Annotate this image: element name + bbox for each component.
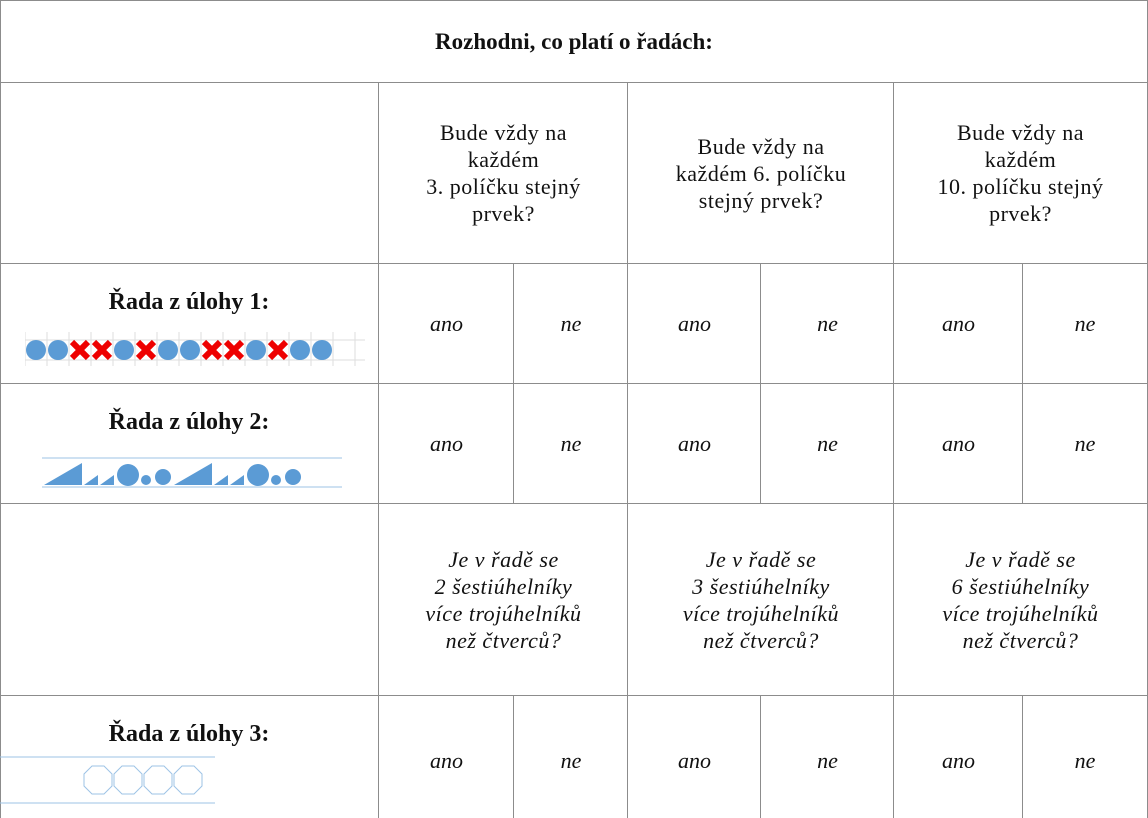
cell: Je v řadě se 6 šestiúhelníky více trojúh… xyxy=(893,503,1148,695)
cell: Bude vždy na každém 10. políčku stejný p… xyxy=(893,82,1148,263)
answer-option[interactable]: ne xyxy=(817,311,838,336)
cell: ano xyxy=(627,383,761,503)
cell: ne xyxy=(1022,263,1148,383)
answer-option[interactable]: ano xyxy=(430,311,463,336)
sequence-picture xyxy=(0,756,215,804)
answer-option[interactable]: ano xyxy=(942,311,975,336)
answer-option[interactable]: ano xyxy=(430,431,463,456)
answer-option[interactable]: ne xyxy=(817,748,838,773)
table-title: Rozhodni, co platí o řadách: xyxy=(435,28,713,54)
question: Je v řadě se 6 šestiúhelníky více trojúh… xyxy=(942,546,1099,653)
answer-option[interactable]: ano xyxy=(678,748,711,773)
answer-option[interactable]: ne xyxy=(817,431,838,456)
cell: ne xyxy=(513,383,628,503)
sequence-picture xyxy=(25,332,365,366)
cell: ano xyxy=(627,263,761,383)
cell: ano xyxy=(627,695,761,818)
answer-option[interactable]: ne xyxy=(1074,431,1096,456)
question: Je v řadě se 2 šestiúhelníky více trojúh… xyxy=(425,546,582,653)
question: Bude vždy na každém 3. políčku stejný pr… xyxy=(426,120,581,226)
answer-option[interactable]: ano xyxy=(430,748,463,773)
answer-option[interactable]: ne xyxy=(560,431,582,456)
answer-option[interactable]: ne xyxy=(1074,311,1096,336)
cell xyxy=(0,503,379,695)
question: Je v řadě se 3 šestiúhelníky více trojúh… xyxy=(682,546,840,653)
question: Bude vždy na každém 10. políčku stejný p… xyxy=(937,120,1104,226)
answer-option[interactable]: ne xyxy=(560,311,582,336)
row-label: Řada z úlohy 2: xyxy=(108,409,270,435)
cell: ano xyxy=(893,695,1023,818)
answer-option[interactable]: ano xyxy=(678,431,711,456)
cell xyxy=(0,383,379,503)
sequence-picture xyxy=(42,457,342,488)
answer-option[interactable]: ne xyxy=(560,748,582,773)
row-label: Řada z úlohy 1: xyxy=(108,289,270,315)
cell: Je v řadě se 2 šestiúhelníky více trojúh… xyxy=(378,503,628,695)
cell: Bude vždy na každém 3. políčku stejný pr… xyxy=(378,82,628,263)
answer-option[interactable]: ne xyxy=(1074,748,1096,773)
cell: ne xyxy=(760,263,894,383)
cell: ano xyxy=(378,383,514,503)
cell: ne xyxy=(513,263,628,383)
cell: Je v řadě se 3 šestiúhelníky více trojúh… xyxy=(627,503,894,695)
answer-option[interactable]: ano xyxy=(678,311,711,336)
cell xyxy=(0,82,379,263)
cell: Bude vždy na každém 6. políčku stejný pr… xyxy=(627,82,894,263)
answer-option[interactable]: ano xyxy=(942,431,975,456)
cell: ne xyxy=(760,383,894,503)
cell: ne xyxy=(1022,695,1148,818)
question: Bude vždy na každém 6. políčku stejný pr… xyxy=(675,133,847,213)
title-cell: Rozhodni, co platí o řadách: xyxy=(0,0,1148,82)
cell: ne xyxy=(1022,383,1148,503)
row-label: Řada z úlohy 3: xyxy=(108,721,270,747)
cell xyxy=(0,263,379,383)
cell: ano xyxy=(378,263,514,383)
cell: ano xyxy=(378,695,514,818)
cell: ano xyxy=(893,383,1023,503)
cell: ne xyxy=(760,695,894,818)
cell: ne xyxy=(513,695,628,818)
cell: ano xyxy=(893,263,1023,383)
answer-option[interactable]: ano xyxy=(942,748,975,773)
